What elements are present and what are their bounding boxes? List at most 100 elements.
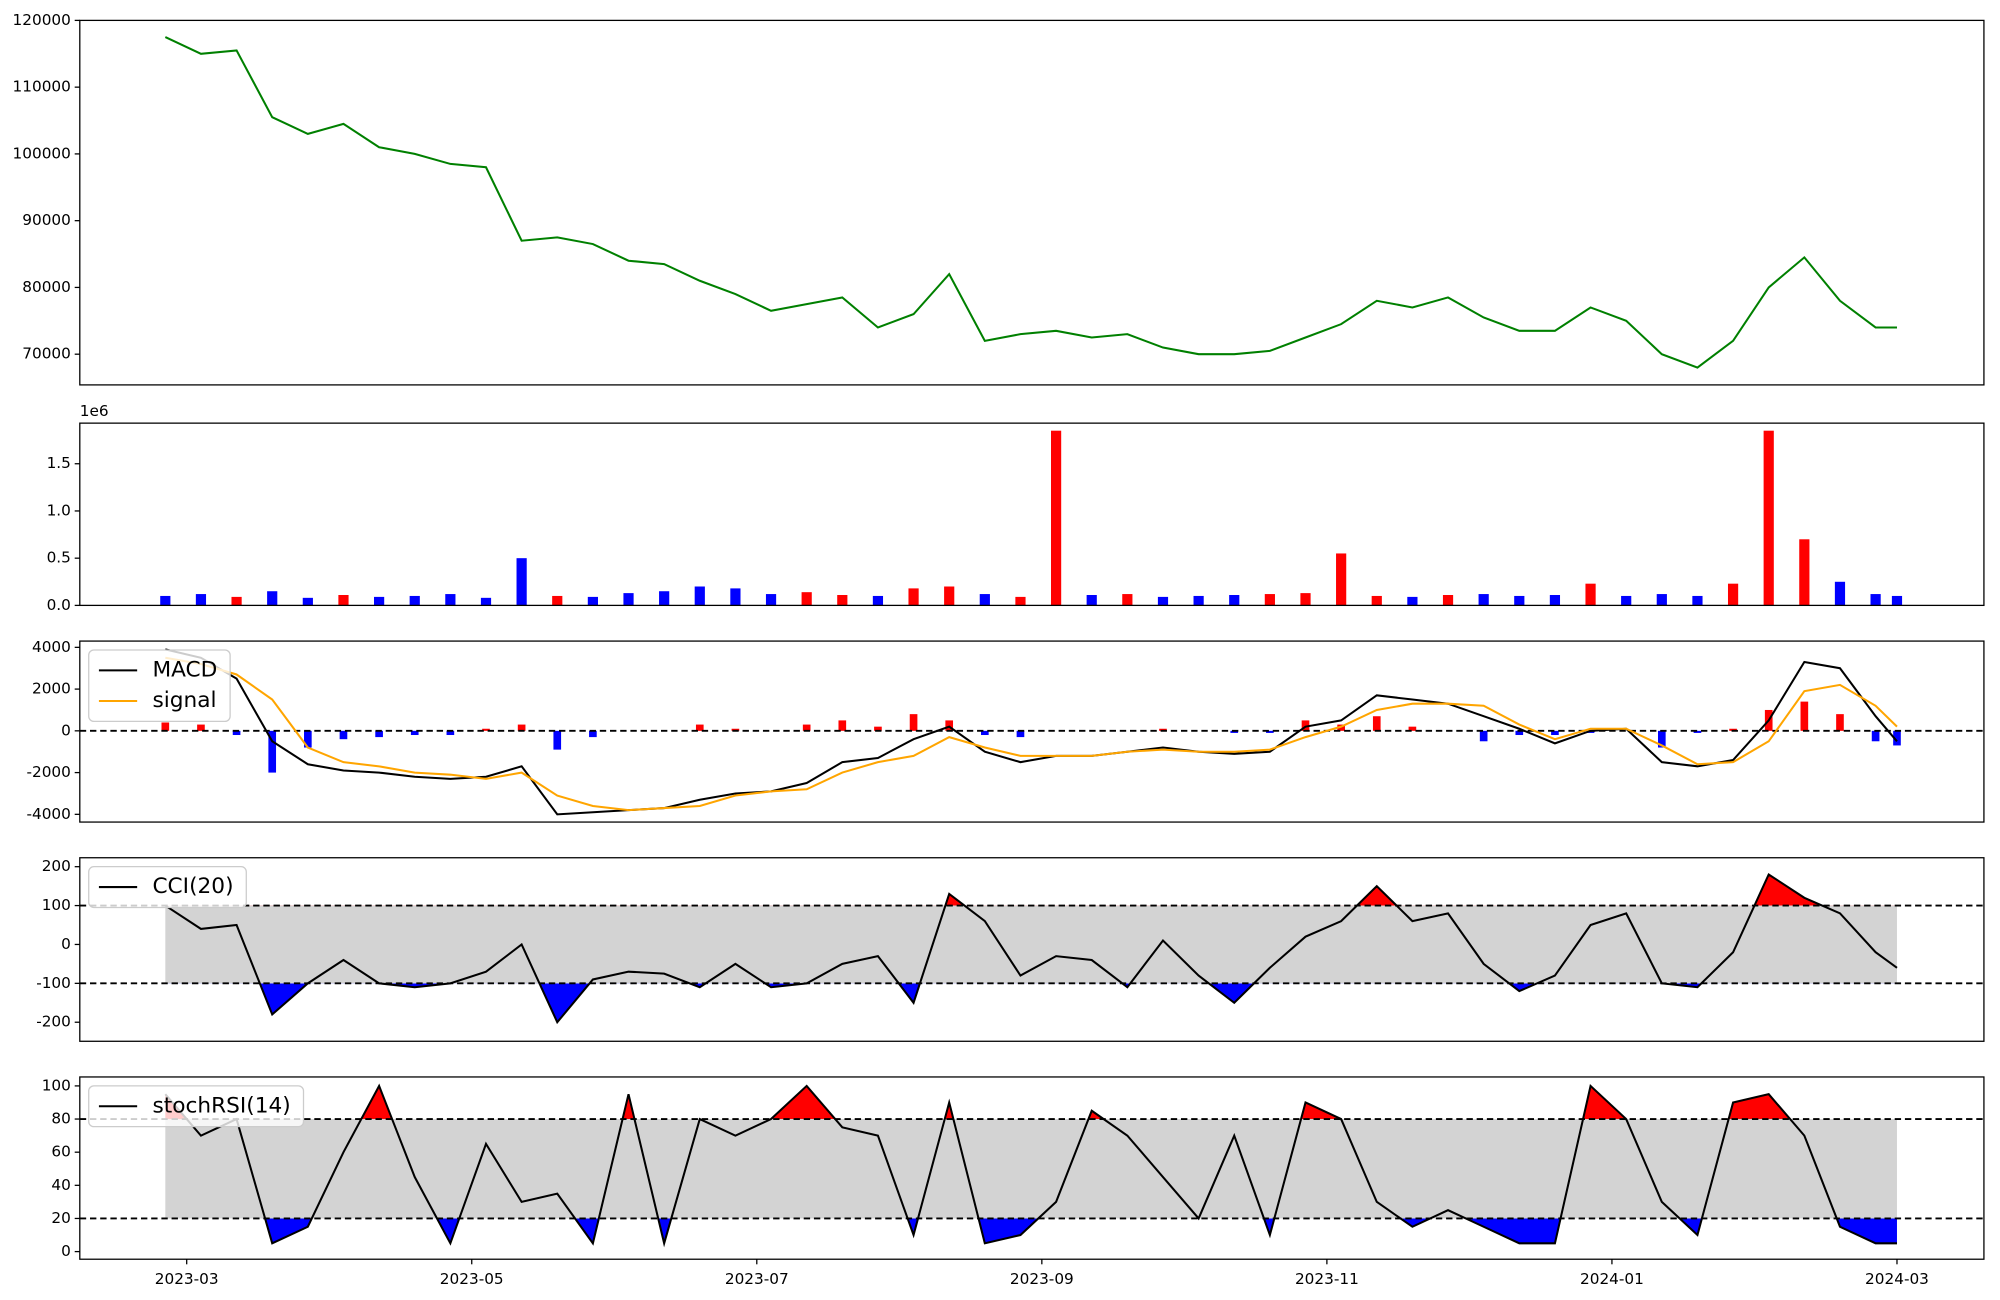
legend-label: stochRSI(14): [152, 1093, 290, 1118]
offset-label: 1e6: [80, 402, 109, 420]
histogram-bar: [1159, 728, 1167, 731]
histogram-bar: [553, 730, 562, 750]
volume-bar: [765, 594, 777, 606]
y-tick-label: 60: [51, 1143, 70, 1161]
y-tick-label: 2000: [32, 680, 71, 698]
histogram-bar: [304, 730, 312, 748]
axes-frame: [79, 1076, 1985, 1260]
legend: MACD signal: [88, 649, 231, 723]
volume-bar: [1229, 595, 1240, 606]
volume-bar: [480, 597, 492, 606]
histogram-bar: [197, 724, 205, 731]
volume-bar: [1799, 539, 1810, 606]
histogram-bar: [1871, 730, 1880, 742]
volume-bar: [516, 558, 527, 606]
histogram-bar: [1836, 714, 1844, 731]
panel: -200 -100 0 100 200 CCI(20): [36, 857, 1985, 1042]
x-tick-label: 2023-07: [725, 1270, 789, 1288]
histogram-bar: [1266, 730, 1274, 733]
volume-bar: [1621, 595, 1632, 606]
histogram-bar: [1551, 730, 1559, 736]
series-line: [164, 872, 1898, 1025]
volume-bar: [659, 591, 670, 606]
axes-frame: [79, 640, 1985, 823]
histogram-bar: [1693, 730, 1702, 733]
volume-bar: [1514, 595, 1525, 606]
panel: 0.0 0.5 1.0 1.5 1e6: [47, 402, 1985, 614]
histogram-bar: [589, 730, 597, 738]
panel: 0 20 40 60 80 100 stochRSI(14) 2023-03 2023-05 20…: [42, 1076, 1985, 1288]
y-tick-label: 4000: [32, 638, 71, 656]
legend: CCI(20): [88, 866, 247, 909]
volume-bar: [872, 595, 884, 606]
legend: stochRSI(14): [88, 1085, 305, 1128]
histogram-bar: [517, 724, 526, 731]
y-tick-label: 120000: [13, 11, 71, 29]
series-line: [164, 1083, 1897, 1248]
y-tick-label: 90000: [22, 211, 71, 229]
y-tick-label: -2000: [26, 763, 70, 781]
histogram-bar: [268, 730, 277, 773]
band: [165, 1119, 1897, 1219]
x-tick-label: 2023-05: [440, 1270, 504, 1288]
x-tick-label: 2024-03: [1865, 1270, 1929, 1288]
volume-bar: [1891, 595, 1903, 606]
volume-bar: [730, 588, 741, 606]
y-tick-label: 0: [61, 1242, 71, 1260]
volume-bar: [908, 588, 919, 606]
volume-bar: [1834, 581, 1846, 606]
y-tick-label: 0.0: [47, 596, 71, 614]
histogram-bar: [1230, 730, 1239, 733]
band: [165, 905, 1897, 984]
volume-bar: [1870, 594, 1881, 606]
histogram-bar: [909, 714, 918, 731]
histogram-bar: [981, 730, 989, 736]
volume-bar: [1656, 594, 1667, 606]
histogram-bar: [1372, 716, 1381, 731]
y-tick-label: 70000: [22, 345, 71, 363]
axes-frame: [79, 422, 1985, 607]
histogram-bar: [410, 730, 419, 736]
histogram-bar: [375, 730, 383, 738]
panel: 70000 80000 90000 100000 110000 120000: [13, 11, 1985, 386]
y-tick-label: 110000: [13, 78, 71, 96]
y-tick-label: 80: [51, 1110, 70, 1128]
histogram-bar: [482, 728, 490, 731]
panel: -4000 -2000 0 2000 4000 MACD signal: [26, 638, 1985, 823]
volume-bar: [979, 594, 990, 606]
volume-bar: [160, 595, 171, 606]
x-tick-label: 2023-09: [1010, 1270, 1074, 1288]
x-tick-label: 2023-03: [155, 1270, 219, 1288]
axes-frame: [79, 19, 1985, 386]
volume-bar: [623, 593, 634, 606]
volume-bar: [1264, 594, 1275, 606]
y-tick-label: 20: [51, 1209, 70, 1227]
histogram-bar: [1657, 730, 1666, 748]
x-tick-label: 2023-11: [1295, 1270, 1359, 1288]
volume-bar: [1193, 595, 1204, 606]
volume-bar: [694, 586, 705, 606]
y-tick-label: 100: [42, 896, 71, 914]
histogram-bar: [1729, 728, 1737, 731]
histogram-bar: [695, 724, 704, 731]
volume-bar: [195, 594, 207, 606]
volume-bar: [374, 596, 385, 606]
volume-bar: [302, 597, 313, 606]
legend-label: MACD: [152, 657, 217, 682]
legend-box: [88, 1085, 305, 1128]
histogram-bar: [1301, 720, 1310, 731]
legend-box: [88, 866, 247, 909]
histogram-bar: [1408, 726, 1417, 731]
volume-bar: [801, 592, 812, 606]
y-tick-label: -4000: [26, 805, 70, 823]
volume-bar: [944, 586, 955, 606]
legend-label: signal: [152, 688, 216, 713]
volume-bar: [1371, 595, 1382, 606]
volume-bar: [267, 591, 278, 606]
volume-bar: [445, 594, 456, 606]
x-tick-label: 2024-01: [1580, 1270, 1644, 1288]
histogram-bar: [1515, 730, 1524, 736]
volume-bar: [1015, 596, 1026, 606]
volume-bar: [1157, 596, 1169, 606]
